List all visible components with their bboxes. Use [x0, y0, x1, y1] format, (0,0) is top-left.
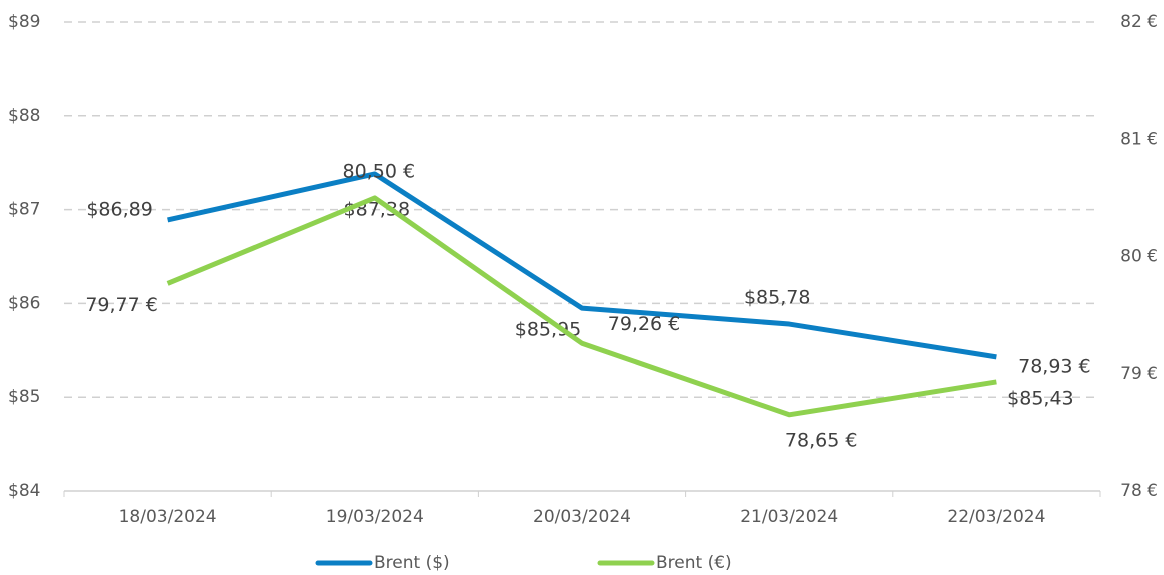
data-label: $85,78	[744, 287, 810, 309]
x-tick-label: 18/03/2024	[119, 507, 217, 527]
y2-tick-label: 81 €	[1120, 129, 1158, 149]
series-line	[167, 171, 997, 360]
data-label: $85,43	[1007, 387, 1073, 409]
y-tick-label: $88	[8, 106, 40, 126]
data-label: 78,93 €	[1018, 355, 1091, 377]
data-label: 78,65 €	[785, 429, 858, 451]
x-tick-label: 21/03/2024	[740, 507, 838, 527]
y-tick-label: $84	[8, 481, 40, 501]
x-tick-label: 20/03/2024	[533, 507, 631, 527]
data-label: 80,50 €	[343, 160, 416, 182]
legend-label: Brent ($)	[374, 553, 450, 573]
data-label: 79,77 €	[85, 294, 158, 316]
data-label: $85,95	[515, 319, 581, 341]
y2-tick-label: 80 €	[1120, 247, 1158, 267]
y2-tick-label: 79 €	[1120, 364, 1158, 384]
y-tick-label: $86	[8, 293, 40, 313]
y-tick-label: $87	[8, 200, 40, 220]
y2-tick-label: 78 €	[1120, 481, 1158, 501]
x-tick-label: 22/03/2024	[947, 507, 1045, 527]
x-tick-label: 19/03/2024	[326, 507, 424, 527]
series-line	[166, 195, 997, 418]
y2-tick-label: 82 €	[1120, 12, 1158, 32]
data-label: 79,26 €	[608, 313, 681, 335]
y-tick-label: $85	[8, 387, 40, 407]
legend-label: Brent (€)	[656, 553, 732, 573]
data-label: $86,89	[86, 198, 152, 220]
y-tick-label: $89	[8, 12, 40, 32]
